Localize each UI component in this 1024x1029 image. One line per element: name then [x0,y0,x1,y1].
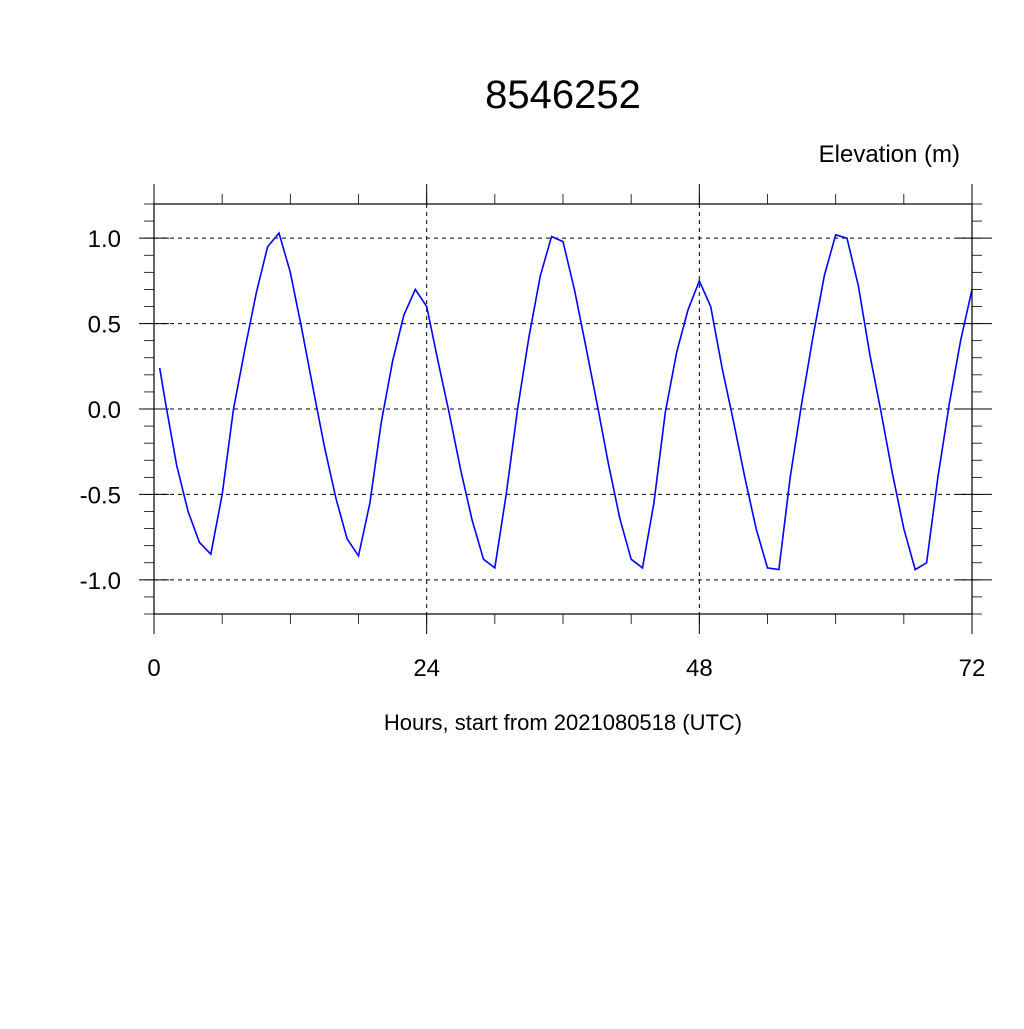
y-tick-label: -1.0 [80,568,121,595]
tick-labels: -1.0 -0.5 0.0 0.5 1.0 0 24 48 72 [80,226,986,682]
x-tick-label: 72 [959,655,986,682]
x-tick-label: 24 [413,655,440,682]
y-tick-label: 0.0 [88,397,121,424]
x-tick-label: 48 [686,655,713,682]
grid-lines [154,204,972,614]
x-axis-label: Hours, start from 2021080518 (UTC) [384,710,742,735]
x-tick-label: 0 [147,655,160,682]
y-tick-label: 1.0 [88,226,121,253]
y-tick-label: -0.5 [80,482,121,509]
plot-frame [153,203,973,615]
elevation-series-line [158,231,973,571]
y-axis-label: Elevation (m) [819,141,960,168]
chart-title: 8546252 [485,73,641,117]
y-tick-label: 0.5 [88,312,121,339]
